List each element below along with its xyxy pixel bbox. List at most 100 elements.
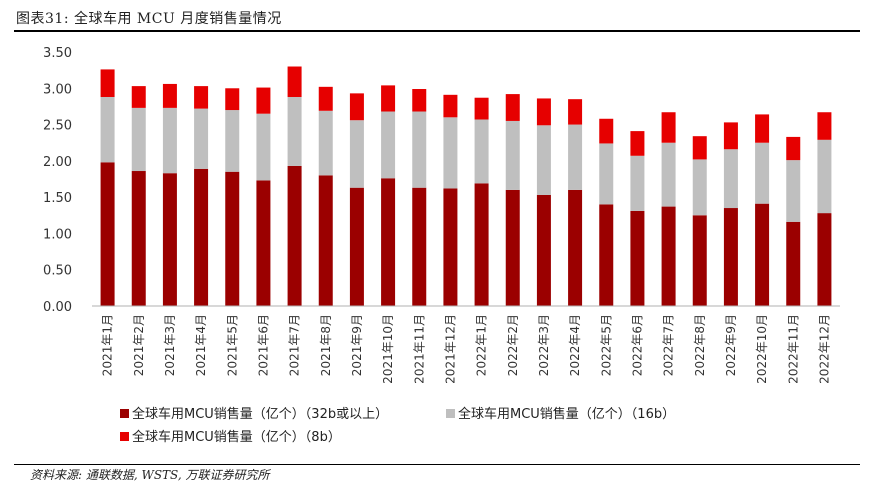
bar-segment-series-3 [412, 89, 427, 112]
legend-swatch [120, 432, 129, 441]
bar-segment-series-3 [536, 98, 551, 126]
bar-segment-series-2 [661, 142, 676, 207]
bar-segment-series-2 [692, 159, 707, 216]
bar-segment-series-1 [786, 221, 801, 306]
bar-segment-series-3 [474, 97, 489, 120]
bar-segment-series-3 [256, 87, 271, 114]
x-tick-label: 2022年4月 [568, 314, 582, 376]
legend-swatch [446, 409, 455, 418]
bar-segment-series-2 [568, 124, 583, 190]
bar-segment-series-3 [661, 112, 676, 143]
bar-segment-series-3 [381, 85, 396, 112]
bar-segment-series-3 [692, 136, 707, 160]
source-note: 资料来源: 通联数据, WSTS, 万联证券研究所 [30, 468, 270, 482]
bar-segment-series-1 [630, 210, 645, 306]
bar-segment-series-3 [599, 118, 614, 144]
bar-segment-series-1 [194, 168, 209, 306]
legend-label: 全球车用MCU销售量（亿个）（32b或以上） [132, 406, 388, 422]
x-tick-label: 2022年11月 [786, 314, 800, 384]
x-tick-label: 2021年7月 [288, 314, 302, 376]
bar-segment-series-2 [225, 110, 240, 172]
bar-segment-series-1 [349, 187, 364, 306]
bar-segment-series-3 [505, 94, 520, 121]
bar-segment-series-2 [349, 120, 364, 188]
bar-segment-series-2 [505, 120, 520, 190]
x-tick-label: 2022年9月 [724, 314, 738, 376]
bar-segment-series-3 [162, 83, 177, 108]
x-tick-label: 2021年12月 [443, 314, 457, 384]
legend-label: 全球车用MCU销售量（亿个）（16b） [458, 406, 675, 422]
bar-segment-series-1 [162, 173, 177, 306]
bar-segment-series-3 [131, 86, 146, 108]
x-tick-label: 2022年7月 [662, 314, 676, 376]
legend-label: 全球车用MCU销售量（亿个）（8b） [132, 429, 341, 445]
bar-segment-series-3 [100, 69, 115, 97]
bar-segment-series-2 [412, 111, 427, 188]
bar-segment-series-1 [412, 187, 427, 306]
legend-swatch [120, 409, 129, 418]
bar-segment-series-1 [474, 183, 489, 306]
bar-segment-series-2 [318, 110, 333, 176]
x-tick-label: 2022年12月 [817, 314, 831, 384]
bar-segment-series-3 [287, 66, 302, 97]
x-tick-label: 2021年10月 [381, 314, 395, 384]
bars [100, 66, 832, 306]
y-axis: 0.00 0.50 1.00 1.50 2.00 2.50 3.00 3.50 [43, 46, 72, 315]
title-bar: 图表31: 全球车用 MCU 月度销售量情况 [14, 4, 860, 32]
x-tick-label: 2022年5月 [599, 314, 613, 376]
bar-segment-series-1 [287, 165, 302, 306]
bar-segment-series-1 [381, 178, 396, 306]
bar-segment-series-1 [755, 203, 770, 306]
legend: 全球车用MCU销售量（亿个）（32b或以上） 全球车用MCU销售量（亿个）（16b… [120, 406, 675, 445]
bar-segment-series-2 [786, 160, 801, 222]
y-tick-label: 3.00 [43, 82, 72, 97]
bar-segment-series-1 [131, 171, 146, 306]
bar-segment-series-3 [225, 88, 240, 111]
bar-segment-series-1 [723, 208, 738, 306]
bar-segment-series-2 [287, 96, 302, 166]
bar-segment-series-1 [692, 215, 707, 306]
y-tick-label: 0.50 [43, 264, 72, 279]
y-tick-label: 1.50 [43, 191, 72, 206]
x-tick-label: 2022年8月 [693, 314, 707, 376]
bar-segment-series-3 [755, 114, 770, 143]
y-tick-label: 3.50 [43, 46, 72, 61]
bar-segment-series-2 [723, 149, 738, 209]
bar-segment-series-3 [786, 136, 801, 161]
y-tick-label: 2.50 [43, 119, 72, 134]
bar-segment-series-1 [100, 162, 115, 306]
x-tick-label: 2022年6月 [630, 314, 644, 376]
bar-segment-series-3 [194, 86, 209, 109]
bar-segment-series-2 [162, 107, 177, 174]
bar-segment-series-1 [817, 213, 832, 306]
x-tick-label: 2021年2月 [132, 314, 146, 376]
bar-segment-series-1 [568, 189, 583, 306]
x-tick-label: 2022年10月 [755, 314, 769, 384]
bar-segment-series-1 [505, 189, 520, 306]
y-tick-label: 0.00 [43, 300, 72, 315]
x-tick-label: 2021年5月 [225, 314, 239, 376]
x-tick-label: 2022年1月 [475, 314, 489, 376]
bar-segment-series-3 [817, 112, 832, 140]
bar-segment-series-2 [100, 96, 115, 163]
bar-segment-series-2 [381, 111, 396, 179]
x-tick-label: 2022年3月 [537, 314, 551, 376]
bar-segment-series-1 [443, 188, 458, 306]
figure-title: 图表31: 全球车用 MCU 月度销售量情况 [16, 11, 282, 27]
x-tick-label: 2021年8月 [319, 314, 333, 376]
bar-segment-series-2 [443, 117, 458, 189]
x-tick-label: 2021年1月 [101, 314, 115, 376]
bar-segment-series-2 [131, 107, 146, 172]
bar-segment-series-2 [256, 113, 271, 181]
bar-segment-series-3 [318, 86, 333, 111]
bar-segment-series-3 [568, 99, 583, 125]
x-tick-label: 2021年11月 [412, 314, 426, 384]
y-tick-label: 2.00 [43, 155, 72, 170]
x-tick-label: 2021年6月 [256, 314, 270, 376]
x-tick-label: 2021年4月 [194, 314, 208, 376]
y-tick-label: 1.00 [43, 227, 72, 242]
bar-segment-series-1 [256, 180, 271, 306]
bar-segment-series-1 [225, 171, 240, 306]
bar-segment-series-3 [349, 93, 364, 121]
bar-segment-series-1 [661, 206, 676, 306]
